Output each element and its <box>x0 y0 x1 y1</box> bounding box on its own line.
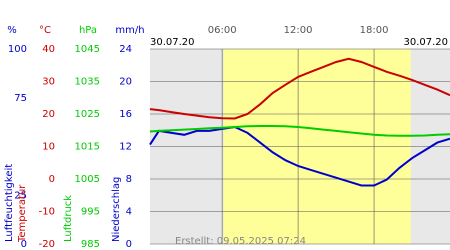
y-tick-label: 20 <box>42 109 55 120</box>
axis-title: Luftfeuchtigkeit <box>4 164 15 242</box>
date-left: 30.07.20 <box>150 37 195 48</box>
axis-title: Niederschlag <box>111 177 122 242</box>
y-tick-label: 0 <box>126 239 132 250</box>
y-tick-label: 0 <box>49 174 55 185</box>
y-tick-label: 24 <box>119 44 132 55</box>
y-tick-label: 985 <box>81 239 100 250</box>
y-tick-label: 12 <box>119 142 132 153</box>
series-line <box>149 125 450 137</box>
y-tick-label: 20 <box>119 77 132 88</box>
y-tick-label: 40 <box>42 44 55 55</box>
y-tick-label: 4 <box>126 207 132 218</box>
axis-unit: mm/h <box>115 25 144 36</box>
series-line <box>149 57 450 120</box>
axis-unit: hPa <box>79 25 97 36</box>
x-tick-label: 18:00 <box>360 25 389 36</box>
y-tick-label: 1045 <box>75 44 100 55</box>
y-tick-label: 1035 <box>75 77 100 88</box>
y-tick-label: 1005 <box>75 174 100 185</box>
y-tick-label: 8 <box>126 174 132 185</box>
y-tick-label: 25 <box>14 190 27 201</box>
axis-unit: °C <box>39 25 51 36</box>
y-tick-label: -10 <box>39 207 55 218</box>
created-note: Erstellt: 09.05.2025 07:24 <box>175 236 306 247</box>
y-tick-label: 10 <box>42 142 55 153</box>
axis-title: Luftdruck <box>63 195 74 242</box>
y-tick-label: 75 <box>14 93 27 104</box>
y-tick-label: -20 <box>39 239 55 250</box>
y-tick-label: 100 <box>8 44 27 55</box>
date-right: 30.07.20 <box>403 37 448 48</box>
y-tick-label: 995 <box>81 207 100 218</box>
axis-title: Temperatur <box>17 184 28 243</box>
series-line <box>149 125 450 187</box>
y-tick-label: 1015 <box>75 142 100 153</box>
x-tick-label: 12:00 <box>284 25 313 36</box>
x-tick-label: 06:00 <box>208 25 237 36</box>
y-tick-label: 16 <box>119 109 132 120</box>
y-tick-label: 1025 <box>75 109 100 120</box>
axis-unit: % <box>7 25 17 36</box>
y-tick-label: 0 <box>21 239 27 250</box>
y-tick-label: 30 <box>42 77 55 88</box>
